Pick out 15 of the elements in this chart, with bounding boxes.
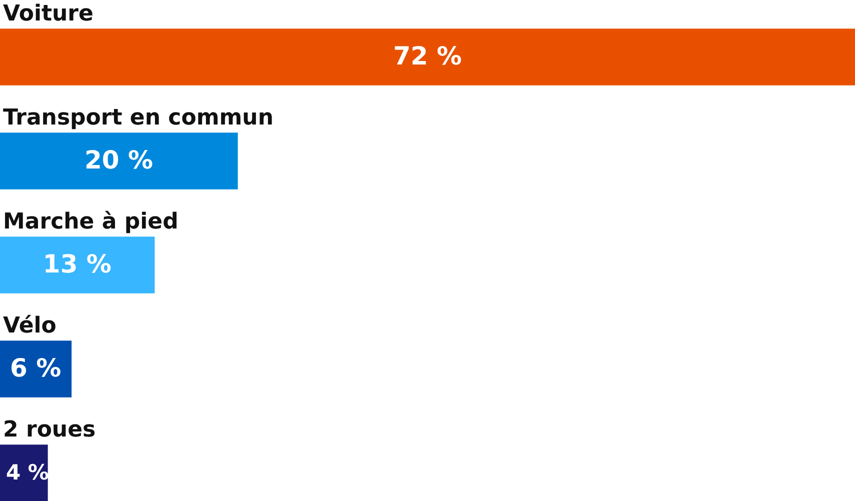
y-tick-label: Marche à pied [3,210,178,235]
data-label: 20 % [84,146,154,174]
y-tick-label: 2 roues [3,418,96,443]
data-label: 4 % [6,460,49,484]
data-label: 13 % [42,250,112,278]
bar [0,132,238,190]
y-tick-label: Transport en commun [3,106,274,131]
bar [0,236,155,294]
y-tick-label: Vélo [3,314,56,339]
y-tick-label: Voiture [3,2,94,27]
data-label: 72 % [393,42,462,70]
data-label: 6 % [10,354,62,382]
bar [0,28,855,86]
bar [0,444,48,501]
bar [0,340,72,398]
